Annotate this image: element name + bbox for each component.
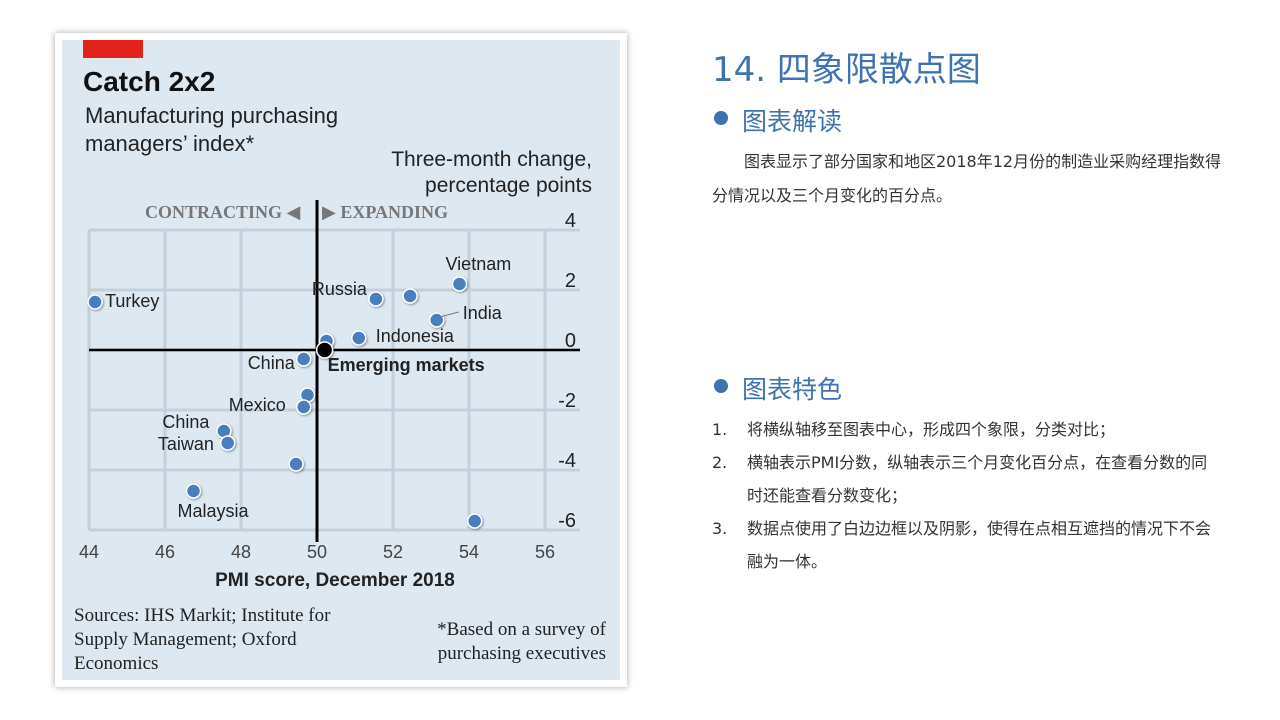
list-number: 1. <box>712 420 728 439</box>
annotation: ▶ EXPANDING <box>322 202 449 222</box>
point-label: Malaysia <box>177 501 249 521</box>
point-label: Indonesia <box>375 326 454 346</box>
brand-bar <box>83 40 143 58</box>
point-label: Russia <box>311 279 367 299</box>
paragraph: 图表显示了部分国家和地区2018年12月份的制造业采购经理指数得分情况以及三个月… <box>712 152 1222 205</box>
x-axis-label: PMI score, December 2018 <box>215 570 455 591</box>
y-tick-label: -4 <box>558 450 576 472</box>
point <box>451 276 468 292</box>
leader <box>439 311 459 318</box>
y-tick-label: -2 <box>558 390 576 412</box>
x-tick-label: 50 <box>307 542 327 562</box>
list-text: 将横纵轴移至图表中心，形成四个象限，分类对比； <box>747 420 1116 439</box>
x-tick-label: 48 <box>231 542 251 562</box>
point <box>368 291 384 307</box>
list-number: 3. <box>712 519 728 538</box>
point-label: China <box>247 353 295 373</box>
x-tick-label: 56 <box>535 542 555 562</box>
x-tick-label: 46 <box>155 542 175 562</box>
source: Sources: IHS Markit; Institute for Suppl… <box>74 605 331 674</box>
highlight-point <box>315 341 334 359</box>
point-label: Vietnam <box>445 254 512 274</box>
bullet <box>714 379 728 393</box>
bullet <box>714 111 728 125</box>
point-label: Mexico <box>228 395 286 415</box>
y-tick-label: 4 <box>565 210 576 232</box>
point <box>295 351 312 367</box>
point <box>288 456 304 472</box>
list-text: 横轴表示PMI分数，纵轴表示三个月变化百分点，在查看分数的同时还能查看分数变化； <box>747 453 1208 505</box>
x-tick-label: 52 <box>383 542 403 562</box>
slide-title: 14. 四象限散点图 <box>712 50 981 90</box>
footnote: *Based on a survey of purchasing executi… <box>437 619 606 664</box>
point <box>428 312 445 328</box>
point-label: Turkey <box>105 291 160 311</box>
point <box>295 399 312 415</box>
chart-title: Catch 2x2 <box>83 66 216 97</box>
y-tick-label: -6 <box>558 510 576 532</box>
x-tick-label: 54 <box>459 542 479 562</box>
point <box>87 294 103 310</box>
point-label: Emerging markets <box>327 355 485 375</box>
point <box>402 288 418 304</box>
list-number: 2. <box>712 453 728 472</box>
x-tick-label: 44 <box>79 542 99 562</box>
section-heading: 图表特色 <box>742 375 843 404</box>
point <box>185 483 202 499</box>
point-label: China Taiwan <box>157 412 214 454</box>
list-item: 1. 将横纵轴移至图表中心，形成四个象限，分类对比； <box>712 413 1222 446</box>
list-item: 2. 横轴表示PMI分数，纵轴表示三个月变化百分点，在查看分数的同时还能查看分数变… <box>712 446 1222 512</box>
y-tick-label: 2 <box>565 270 576 292</box>
feature-list: 1. 将横纵轴移至图表中心，形成四个象限，分类对比； 2. 横轴表示PMI分数，纵轴表… <box>712 413 1222 578</box>
list-item: 3. 数据点使用了白边边框以及阴影，使得在点相互遮挡的情况下不会融为一体。 <box>712 512 1222 578</box>
chart-subtitle: Manufacturing purchasing managers’ index… <box>85 103 339 156</box>
annotation: CONTRACTING ◀ <box>145 202 301 222</box>
point <box>351 330 367 346</box>
point <box>219 435 236 451</box>
y-tick-label: 0 <box>565 330 576 352</box>
section-heading: 图表解读 <box>742 107 843 136</box>
point <box>466 513 483 529</box>
list-text: 数据点使用了白边边框以及阴影，使得在点相互遮挡的情况下不会融为一体。 <box>747 519 1212 571</box>
y-axis-label: Three-month change, percentage points <box>391 148 592 197</box>
point-label: India <box>462 303 502 323</box>
chart-bg <box>62 40 620 680</box>
